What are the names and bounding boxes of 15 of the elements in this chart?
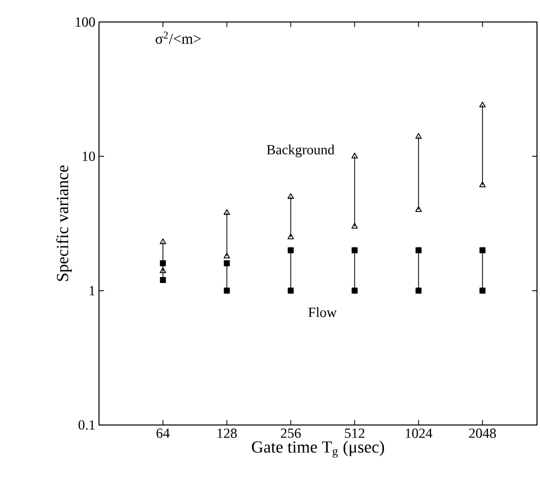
annotation: σ$^{2}$/<m> [156, 32, 201, 44]
x-tick-label: 64 [156, 428, 170, 438]
y-tick-label: 1 [90, 286, 95, 296]
x-axis-title: Gate time T$_{g}$ (μsec) [252, 440, 384, 458]
y-tick-label: 10 [82, 152, 95, 162]
y-axis-title: Specific variance [56, 166, 72, 281]
x-tick-label: 256 [280, 428, 301, 438]
series-label: Flow [308, 307, 337, 318]
x-tick-label: 2048 [469, 428, 496, 438]
y-tick-label: 100 [76, 17, 95, 27]
series-label: Background [266, 144, 334, 158]
x-tick-label: 128 [218, 428, 237, 438]
x-tick-label: 1024 [406, 428, 432, 438]
x-tick-label: 512 [345, 428, 364, 438]
y-tick-label: 0.1 [78, 420, 95, 430]
